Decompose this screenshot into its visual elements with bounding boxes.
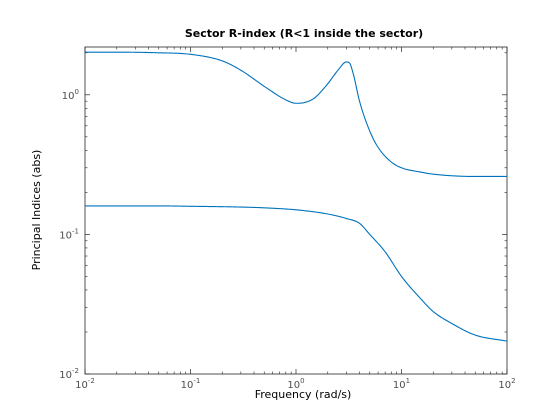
series-line-2 — [85, 205, 508, 342]
x-tick-label: 10-2 — [75, 377, 95, 391]
y-tick-label: 10-1 — [59, 227, 79, 241]
x-tick-label: 102 — [498, 377, 515, 391]
ticks: 10-2 10-1 100 101 102 10-2 10-1 100 — [59, 47, 516, 391]
y-tick-label: 10-2 — [59, 367, 79, 381]
y-tick-label: 100 — [62, 88, 79, 102]
x-axis-label: Frequency (rad/s) — [255, 388, 352, 401]
chart-title: Sector R-index (R<1 inside the sector) — [185, 27, 423, 40]
x-tick-label: 101 — [393, 377, 410, 391]
x-tick-label: 10-1 — [181, 377, 201, 391]
series-layer — [85, 51, 508, 342]
series-line-1 — [85, 51, 507, 178]
plot-area — [84, 46, 508, 375]
x-tick-label: 100 — [287, 377, 304, 391]
y-axis-label: Principal Indices (abs) — [30, 150, 43, 271]
